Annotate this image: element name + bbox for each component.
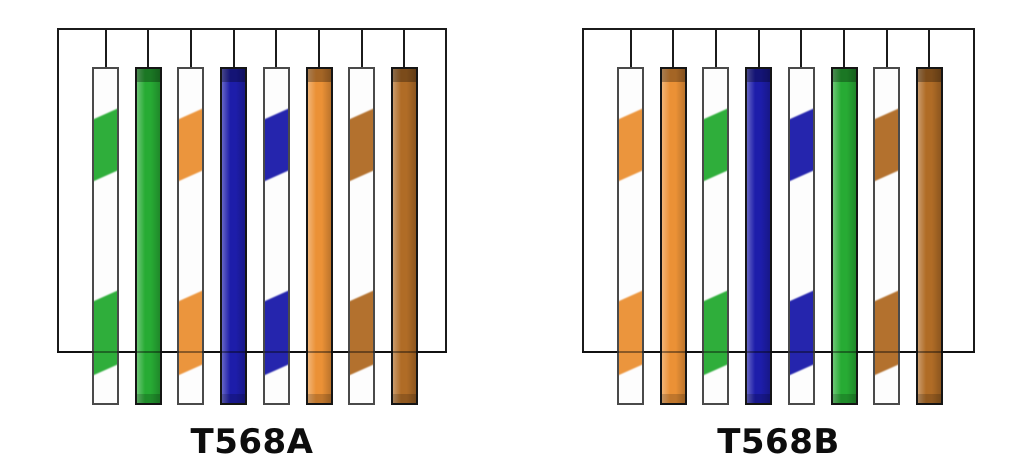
wire-cap-top [917,69,941,82]
pin-stub [104,29,107,68]
wire-cap-bottom [832,394,856,403]
wire-sheen [832,69,856,403]
stripe-band-orange [619,105,642,183]
connector-frame [582,28,975,353]
wire-white-brown [873,67,901,405]
wire-cap-top [222,69,246,82]
pin-stub [318,29,320,68]
stripe-band-green [704,287,728,377]
wire-cap-bottom [661,394,685,403]
wire-orange [659,67,687,405]
pin-stub [403,29,406,68]
wire-orange [305,67,333,405]
pin-stub [928,29,931,68]
frame-bottom-line [57,351,447,353]
pin-stub [757,29,760,68]
wire-white-brown [348,67,376,405]
wire-sheen [392,69,416,403]
wire-white-blue [787,67,815,405]
pin-stub [147,29,150,68]
diagram-t568b: T568B [582,0,975,471]
diagram-t568a: T568A [57,0,447,471]
wire-white-orange [617,67,644,405]
stripe-band-blue [789,287,813,377]
pin-stub [714,29,717,68]
wire-cap-bottom [307,394,331,403]
wire-white-orange [177,67,205,405]
wire-sheen [661,69,685,403]
diagram-label-t568a: T568A [190,422,314,462]
stripe-band-green [94,105,117,183]
pin-stub [275,29,278,68]
wire-white-green [92,67,119,405]
stripe-band-orange [179,105,203,183]
wire-cap-top [661,69,685,82]
stripe-band-blue [264,105,288,183]
stripe-band-orange [619,287,642,377]
wire-cap-bottom [392,394,416,403]
wire-cap-top [747,69,771,82]
connector-frame [57,28,447,353]
wire-green [134,67,162,405]
wire-blue [220,67,248,405]
wire-cap-bottom [747,394,771,403]
stripe-band-brown [350,105,374,183]
wire-cap-top [832,69,856,82]
pin-stub [629,29,632,68]
stripe-band-green [94,287,117,377]
wire-sheen [747,69,771,403]
wire-brown [390,67,418,405]
wire-cap-bottom [222,394,246,403]
frame-bottom-line [582,351,975,353]
diagram-label-t568b: T568B [717,422,840,462]
wire-blue [745,67,773,405]
stripe-band-brown [350,287,374,377]
wire-brown [915,67,943,405]
pin-stub [189,29,192,68]
pin-stub [885,29,888,68]
pin-stub [232,29,235,68]
wire-cap-top [136,69,160,82]
pin-stub [360,29,363,68]
wire-cap-top [307,69,331,82]
wire-cap-bottom [917,394,941,403]
wire-sheen [222,69,246,403]
wire-cap-bottom [136,394,160,403]
wire-white-blue [262,67,290,405]
stripe-band-blue [264,287,288,377]
wire-sheen [307,69,331,403]
wire-green [830,67,858,405]
stripe-band-green [704,105,728,183]
wire-sheen [917,69,941,403]
wire-cap-top [392,69,416,82]
stripe-band-blue [789,105,813,183]
wire-white-green [702,67,730,405]
stripe-band-orange [179,287,203,377]
pin-stub [800,29,803,68]
stripe-band-brown [875,105,899,183]
pin-stub [843,29,845,68]
wire-sheen [136,69,160,403]
stripe-band-brown [875,287,899,377]
pin-stub [672,29,675,68]
